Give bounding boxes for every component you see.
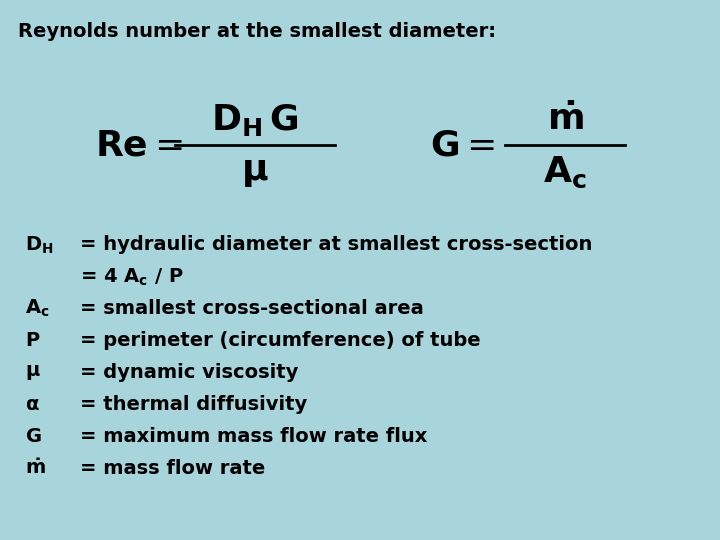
- Text: $\mathbf{\mu}$: $\mathbf{\mu}$: [25, 362, 41, 381]
- Text: $\mathbf{Re} =$: $\mathbf{Re} =$: [95, 128, 183, 162]
- Text: $\mathbf{D_H\,G}$: $\mathbf{D_H\,G}$: [211, 102, 299, 138]
- Text: $\mathbf{\dot{m}}$: $\mathbf{\dot{m}}$: [546, 103, 583, 137]
- Text: = maximum mass flow rate flux: = maximum mass flow rate flux: [80, 427, 428, 446]
- Text: $\mathbf{G}$: $\mathbf{G}$: [25, 427, 42, 446]
- Text: = 4 A$_\mathbf{c}$ / P: = 4 A$_\mathbf{c}$ / P: [80, 266, 184, 288]
- Text: = dynamic viscosity: = dynamic viscosity: [80, 362, 298, 381]
- Text: = perimeter (circumference) of tube: = perimeter (circumference) of tube: [80, 330, 481, 349]
- Text: $\mathbf{G} =$: $\mathbf{G} =$: [430, 128, 495, 162]
- Text: $\mathbf{\mu}$: $\mathbf{\mu}$: [241, 155, 269, 189]
- Text: $\mathbf{\alpha}$: $\mathbf{\alpha}$: [25, 395, 40, 414]
- Text: $\mathbf{A_c}$: $\mathbf{A_c}$: [25, 298, 50, 319]
- Text: = smallest cross-sectional area: = smallest cross-sectional area: [80, 299, 424, 318]
- Text: Reynolds number at the smallest diameter:: Reynolds number at the smallest diameter…: [18, 22, 496, 41]
- Text: = thermal diffusivity: = thermal diffusivity: [80, 395, 307, 414]
- Text: $\mathbf{\dot{m}}$: $\mathbf{\dot{m}}$: [25, 458, 46, 478]
- Text: = mass flow rate: = mass flow rate: [80, 458, 265, 477]
- Text: $\mathbf{A_c}$: $\mathbf{A_c}$: [543, 154, 587, 190]
- Text: $\mathbf{P}$: $\mathbf{P}$: [25, 330, 40, 349]
- Text: $\mathbf{D_H}$: $\mathbf{D_H}$: [25, 234, 53, 255]
- Text: = hydraulic diameter at smallest cross-section: = hydraulic diameter at smallest cross-s…: [80, 235, 593, 254]
